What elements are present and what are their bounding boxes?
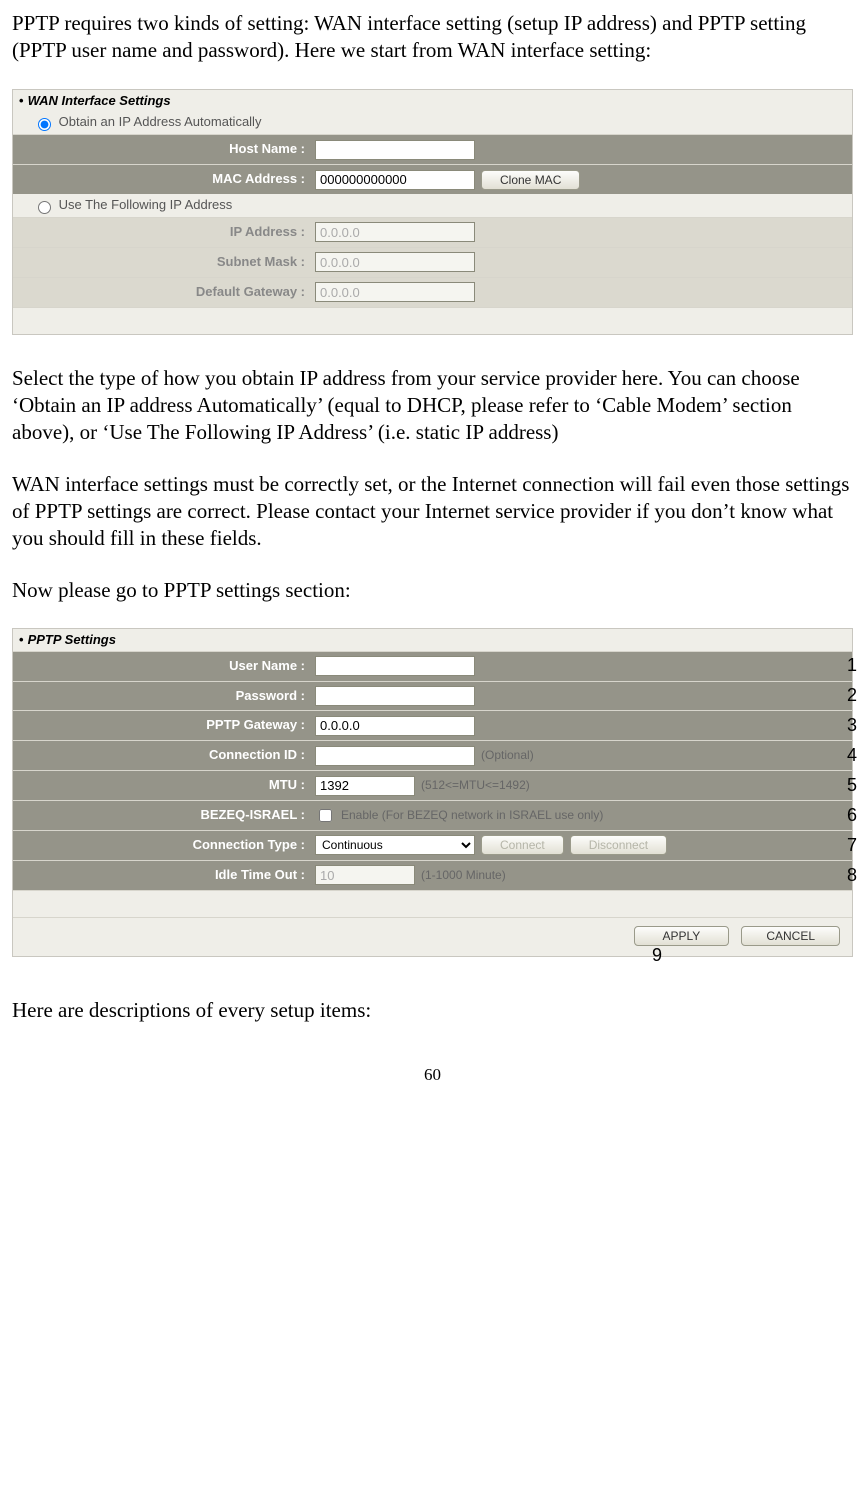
mac-input[interactable] bbox=[315, 170, 475, 190]
conntype-label: Connection Type : bbox=[13, 831, 311, 860]
annot-num-6: 6 bbox=[847, 804, 857, 827]
disconnect-button[interactable]: Disconnect bbox=[570, 835, 667, 855]
mtu-note: (512<=MTU<=1492) bbox=[421, 778, 530, 794]
gw-label: Default Gateway : bbox=[13, 278, 311, 307]
pptp-row-gw: PPTP Gateway : bbox=[13, 710, 852, 740]
pptp-row-bezeq: BEZEQ-ISRAEL : Enable (For BEZEQ network… bbox=[13, 800, 852, 830]
user-label: User Name : bbox=[13, 652, 311, 681]
wan-radio-static-row[interactable]: Use The Following IP Address bbox=[13, 194, 852, 217]
ip-label: IP Address : bbox=[13, 218, 311, 247]
pptp-row-user: User Name : bbox=[13, 651, 852, 681]
user-input[interactable] bbox=[315, 656, 475, 676]
wan-panel: •WAN Interface Settings Obtain an IP Add… bbox=[12, 89, 853, 335]
annot-num-7: 7 bbox=[847, 834, 857, 857]
pptp-row-mtu: MTU : (512<=MTU<=1492) bbox=[13, 770, 852, 800]
wan-row-gw: Default Gateway : bbox=[13, 277, 852, 307]
annot-num-8: 8 bbox=[847, 864, 857, 887]
wan-radio-static-label: Use The Following IP Address bbox=[59, 197, 233, 212]
bezeq-label: BEZEQ-ISRAEL : bbox=[13, 801, 311, 830]
pptp-row-idle: Idle Time Out : (1-1000 Minute) bbox=[13, 860, 852, 890]
annot-num-5: 5 bbox=[847, 774, 857, 797]
connect-button[interactable]: Connect bbox=[481, 835, 564, 855]
connid-input[interactable] bbox=[315, 746, 475, 766]
wan-row-subnet: Subnet Mask : bbox=[13, 247, 852, 277]
connid-label: Connection ID : bbox=[13, 741, 311, 770]
wan-radio-auto-label: Obtain an IP Address Automatically bbox=[59, 114, 262, 129]
idle-note: (1-1000 Minute) bbox=[421, 868, 506, 884]
connid-note: (Optional) bbox=[481, 748, 534, 764]
subnet-input[interactable] bbox=[315, 252, 475, 272]
annot-num-9: 9 bbox=[652, 944, 662, 967]
clone-mac-button[interactable]: Clone MAC bbox=[481, 170, 580, 190]
outro-paragraph: Here are descriptions of every setup ite… bbox=[12, 997, 853, 1024]
wan-row-mac: MAC Address : Clone MAC bbox=[13, 164, 852, 194]
pptp-row-pass: Password : bbox=[13, 681, 852, 711]
cancel-button[interactable]: CANCEL bbox=[741, 926, 840, 946]
wan-radio-static[interactable] bbox=[38, 201, 51, 214]
wan-title-text: WAN Interface Settings bbox=[28, 93, 171, 108]
pptp-gw-label: PPTP Gateway : bbox=[13, 711, 311, 740]
pptp-wrap: •PPTP Settings User Name : Password : PP… bbox=[12, 628, 853, 957]
apply-button[interactable]: APPLY bbox=[634, 926, 730, 946]
mid-paragraph-1: Select the type of how you obtain IP add… bbox=[12, 365, 853, 447]
idle-label: Idle Time Out : bbox=[13, 861, 311, 890]
mtu-label: MTU : bbox=[13, 771, 311, 800]
pass-input[interactable] bbox=[315, 686, 475, 706]
page-number: 60 bbox=[12, 1064, 853, 1086]
wan-radio-auto-row[interactable]: Obtain an IP Address Automatically bbox=[13, 111, 852, 134]
pptp-panel: •PPTP Settings User Name : Password : PP… bbox=[12, 628, 853, 957]
bezeq-checkbox[interactable] bbox=[319, 809, 332, 822]
hostname-label: Host Name : bbox=[13, 135, 311, 164]
pptp-blank-row bbox=[13, 890, 852, 917]
bezeq-note: Enable (For BEZEQ network in ISRAEL use … bbox=[341, 808, 603, 824]
wan-blank-row bbox=[13, 307, 852, 334]
annot-num-1: 1 bbox=[847, 654, 857, 677]
pass-label: Password : bbox=[13, 682, 311, 711]
mid-paragraph-3: Now please go to PPTP settings section: bbox=[12, 577, 853, 604]
ip-input[interactable] bbox=[315, 222, 475, 242]
intro-paragraph: PPTP requires two kinds of setting: WAN … bbox=[12, 10, 853, 65]
annot-num-2: 2 bbox=[847, 684, 857, 707]
wan-radio-auto[interactable] bbox=[38, 118, 51, 131]
pptp-row-conntype: Connection Type : Continuous Connect Dis… bbox=[13, 830, 852, 860]
mac-label: MAC Address : bbox=[13, 165, 311, 194]
pptp-row-connid: Connection ID : (Optional) bbox=[13, 740, 852, 770]
gw-input[interactable] bbox=[315, 282, 475, 302]
conntype-select[interactable]: Continuous bbox=[315, 835, 475, 855]
pptp-bottom-row: APPLY CANCEL bbox=[13, 917, 852, 956]
annot-num-3: 3 bbox=[847, 714, 857, 737]
wan-row-hostname: Host Name : bbox=[13, 134, 852, 164]
hostname-input[interactable] bbox=[315, 140, 475, 160]
wan-title: •WAN Interface Settings bbox=[13, 90, 852, 112]
mtu-input[interactable] bbox=[315, 776, 415, 796]
pptp-title-text: PPTP Settings bbox=[28, 632, 116, 647]
wan-row-ip: IP Address : bbox=[13, 217, 852, 247]
mid-paragraph-2: WAN interface settings must be correctly… bbox=[12, 471, 853, 553]
subnet-label: Subnet Mask : bbox=[13, 248, 311, 277]
pptp-title: •PPTP Settings bbox=[13, 629, 852, 651]
annot-num-4: 4 bbox=[847, 744, 857, 767]
idle-input[interactable] bbox=[315, 865, 415, 885]
pptp-gw-input[interactable] bbox=[315, 716, 475, 736]
